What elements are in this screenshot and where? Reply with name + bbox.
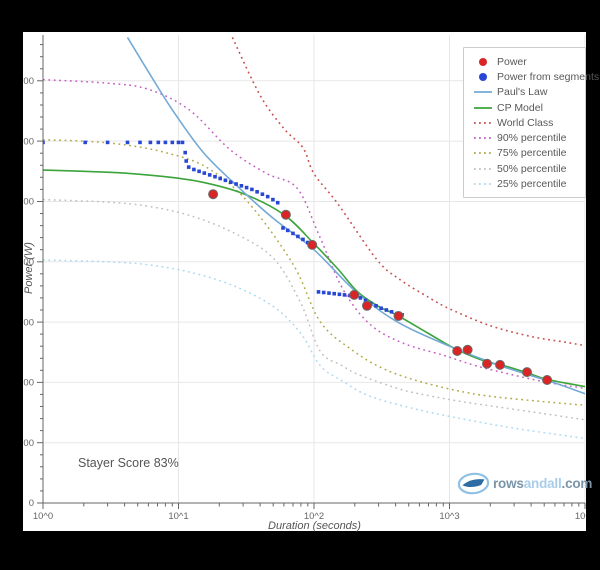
legend-label: 25% percentile <box>497 178 567 191</box>
boat-hull-shape <box>462 478 485 487</box>
legend-label: Paul's Law <box>497 86 548 99</box>
legend-marker-icon <box>474 183 492 185</box>
legend-marker-icon <box>474 121 492 124</box>
svg-text:500: 500 <box>23 197 34 208</box>
rowsandall-logo[interactable]: rowsandall.com <box>457 468 592 498</box>
legend-marker-icon <box>474 137 492 140</box>
svg-text:10^4: 10^4 <box>575 511 586 522</box>
logo-text-com: .com <box>561 475 593 491</box>
svg-text:200: 200 <box>23 378 34 389</box>
series-25-percentile <box>43 259 586 440</box>
x-axis-title: Duration (seconds) <box>268 520 361 532</box>
legend-item-power: Power <box>464 54 585 69</box>
series-power <box>208 189 553 385</box>
svg-text:10^1: 10^1 <box>168 511 188 522</box>
logo-text: rowsandall.com <box>493 476 592 491</box>
svg-text:10^3: 10^3 <box>439 511 459 522</box>
power-curve-chart: 010020030040050060070010^010^110^210^310… <box>23 35 586 522</box>
svg-text:400: 400 <box>23 257 34 268</box>
legend-marker-icon <box>479 57 487 66</box>
rowsandall-logo-icon <box>457 472 490 494</box>
legend-marker-icon <box>474 167 492 170</box>
legend-label: 50% percentile <box>497 162 567 175</box>
series-power-from-segments <box>43 140 404 317</box>
svg-text:600: 600 <box>23 136 34 147</box>
logo-text-andall: andall <box>523 475 562 491</box>
legend-label: Power from segments <box>497 70 600 83</box>
legend-label: 90% percentile <box>497 132 567 145</box>
x-axis: 10^0 10^1 10^2 10^3 10^4 <box>33 503 586 522</box>
legend-item-world-class: World Class <box>464 115 585 130</box>
y-axis-title: Power (W) <box>23 242 35 294</box>
legend-label: 75% percentile <box>497 147 567 160</box>
svg-text:10^0: 10^0 <box>33 511 53 522</box>
legend-item-cp-model: CP Model <box>464 100 585 115</box>
svg-text:10^2: 10^2 <box>304 511 324 522</box>
svg-text:700: 700 <box>23 76 34 87</box>
legend: Power Power from segments Paul's Law CP Mod… <box>463 47 599 198</box>
legend-label: Power <box>497 55 527 68</box>
legend-item-25-percentile: 25% percentile <box>464 176 585 191</box>
legend-marker-icon <box>474 152 492 155</box>
logo-text-rows: rows <box>493 475 524 491</box>
series-50-percentile <box>43 198 586 421</box>
legend-marker-icon <box>474 106 492 109</box>
legend-item-power-from-segments: Power from segments <box>464 69 599 84</box>
legend-item-paul-s-law: Paul's Law <box>464 85 585 100</box>
legend-item-50-percentile: 50% percentile <box>464 161 585 176</box>
chart-canvas: 010020030040050060070010^010^110^210^310… <box>23 32 599 532</box>
legend-label: World Class <box>497 116 554 129</box>
legend-item-75-percentile: 75% percentile <box>464 146 585 161</box>
svg-text:0: 0 <box>29 498 34 509</box>
stayer-score-label: Stayer Score 83% <box>78 456 179 470</box>
y-axis: 0 100 200 300 400 500 600 700 <box>23 44 43 509</box>
legend-label: CP Model <box>497 101 543 114</box>
legend-marker-icon <box>479 72 487 81</box>
svg-text:100: 100 <box>23 438 34 449</box>
legend-item-90-percentile: 90% percentile <box>464 130 585 145</box>
svg-text:300: 300 <box>23 317 34 328</box>
legend-marker-icon <box>474 91 492 94</box>
series-layer <box>43 36 586 440</box>
